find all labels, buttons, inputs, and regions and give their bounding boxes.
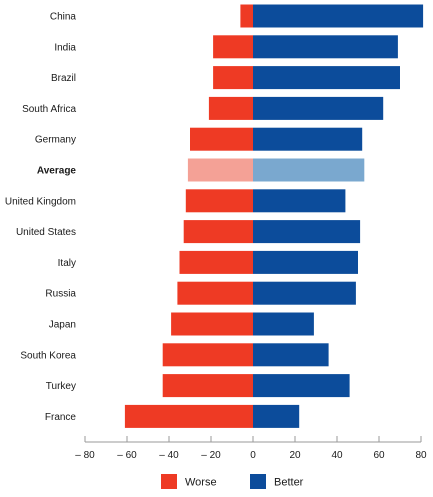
bar-better-germany: [253, 127, 363, 151]
bar-better-average: [253, 158, 365, 182]
x-tick-label-2: – 40: [159, 450, 179, 461]
bar-worse-japan: [171, 312, 253, 336]
x-axis: – 80 – 60 – 40 – 20 0 20 40 60 80: [75, 436, 427, 461]
bar-better-russia: [253, 281, 356, 305]
category-label-france: France: [45, 412, 77, 423]
bar-better-china: [253, 4, 424, 28]
category-label-united-kingdom: United Kingdom: [5, 196, 76, 207]
bar-better-japan: [253, 312, 314, 336]
x-tick-label-7: 60: [373, 450, 385, 461]
bar-better-brazil: [253, 66, 400, 90]
x-tick-label-3: – 20: [201, 450, 221, 461]
bar-better-france: [253, 404, 300, 428]
bar-worse-italy: [179, 250, 253, 274]
bar-worse-india: [213, 35, 253, 59]
category-labels: China India Brazil South Africa Germany Avera…: [5, 12, 77, 423]
bar-better-india: [253, 35, 398, 59]
bar-worse-china: [240, 4, 253, 28]
category-label-india: India: [54, 42, 76, 53]
bar-better-italy: [253, 250, 358, 274]
category-label-south-korea: South Korea: [20, 350, 76, 361]
x-tick-label-1: – 60: [117, 450, 137, 461]
category-label-south-africa: South Africa: [22, 104, 76, 115]
bar-worse-south-africa: [208, 96, 253, 120]
category-label-russia: Russia: [45, 289, 76, 300]
bar-better-united-states: [253, 220, 361, 244]
category-label-turkey: Turkey: [46, 381, 76, 392]
bars-layer: [124, 4, 424, 428]
bar-worse-average: [187, 158, 253, 182]
x-tick-label-4: 0: [250, 450, 256, 461]
bar-better-turkey: [253, 374, 350, 398]
bar-worse-turkey: [162, 374, 253, 398]
category-label-china: China: [50, 12, 77, 23]
legend-swatch-worse: [161, 474, 177, 489]
bar-better-united-kingdom: [253, 189, 346, 213]
x-tick-label-0: – 80: [75, 450, 95, 461]
legend-label-worse: Worse: [185, 477, 217, 489]
bar-worse-brazil: [213, 66, 253, 90]
category-label-average: Average: [37, 166, 77, 177]
category-label-united-states: United States: [16, 227, 76, 238]
category-label-italy: Italy: [58, 258, 76, 269]
x-tick-label-6: 40: [331, 450, 343, 461]
legend-label-better: Better: [274, 477, 304, 489]
x-tick-label-8: 80: [415, 450, 427, 461]
bar-better-south-africa: [253, 96, 384, 120]
bar-worse-germany: [190, 127, 253, 151]
legend-swatch-better: [250, 474, 266, 489]
bar-worse-united-kingdom: [185, 189, 253, 213]
bar-better-south-korea: [253, 343, 329, 367]
bar-worse-russia: [177, 281, 253, 305]
x-tick-label-5: 20: [289, 450, 301, 461]
bar-worse-united-states: [183, 220, 253, 244]
category-label-brazil: Brazil: [51, 73, 76, 84]
category-label-germany: Germany: [35, 135, 76, 146]
category-label-japan: Japan: [49, 320, 76, 331]
legend: Worse Better: [161, 474, 304, 489]
bar-worse-south-korea: [162, 343, 253, 367]
bar-worse-france: [124, 404, 254, 428]
